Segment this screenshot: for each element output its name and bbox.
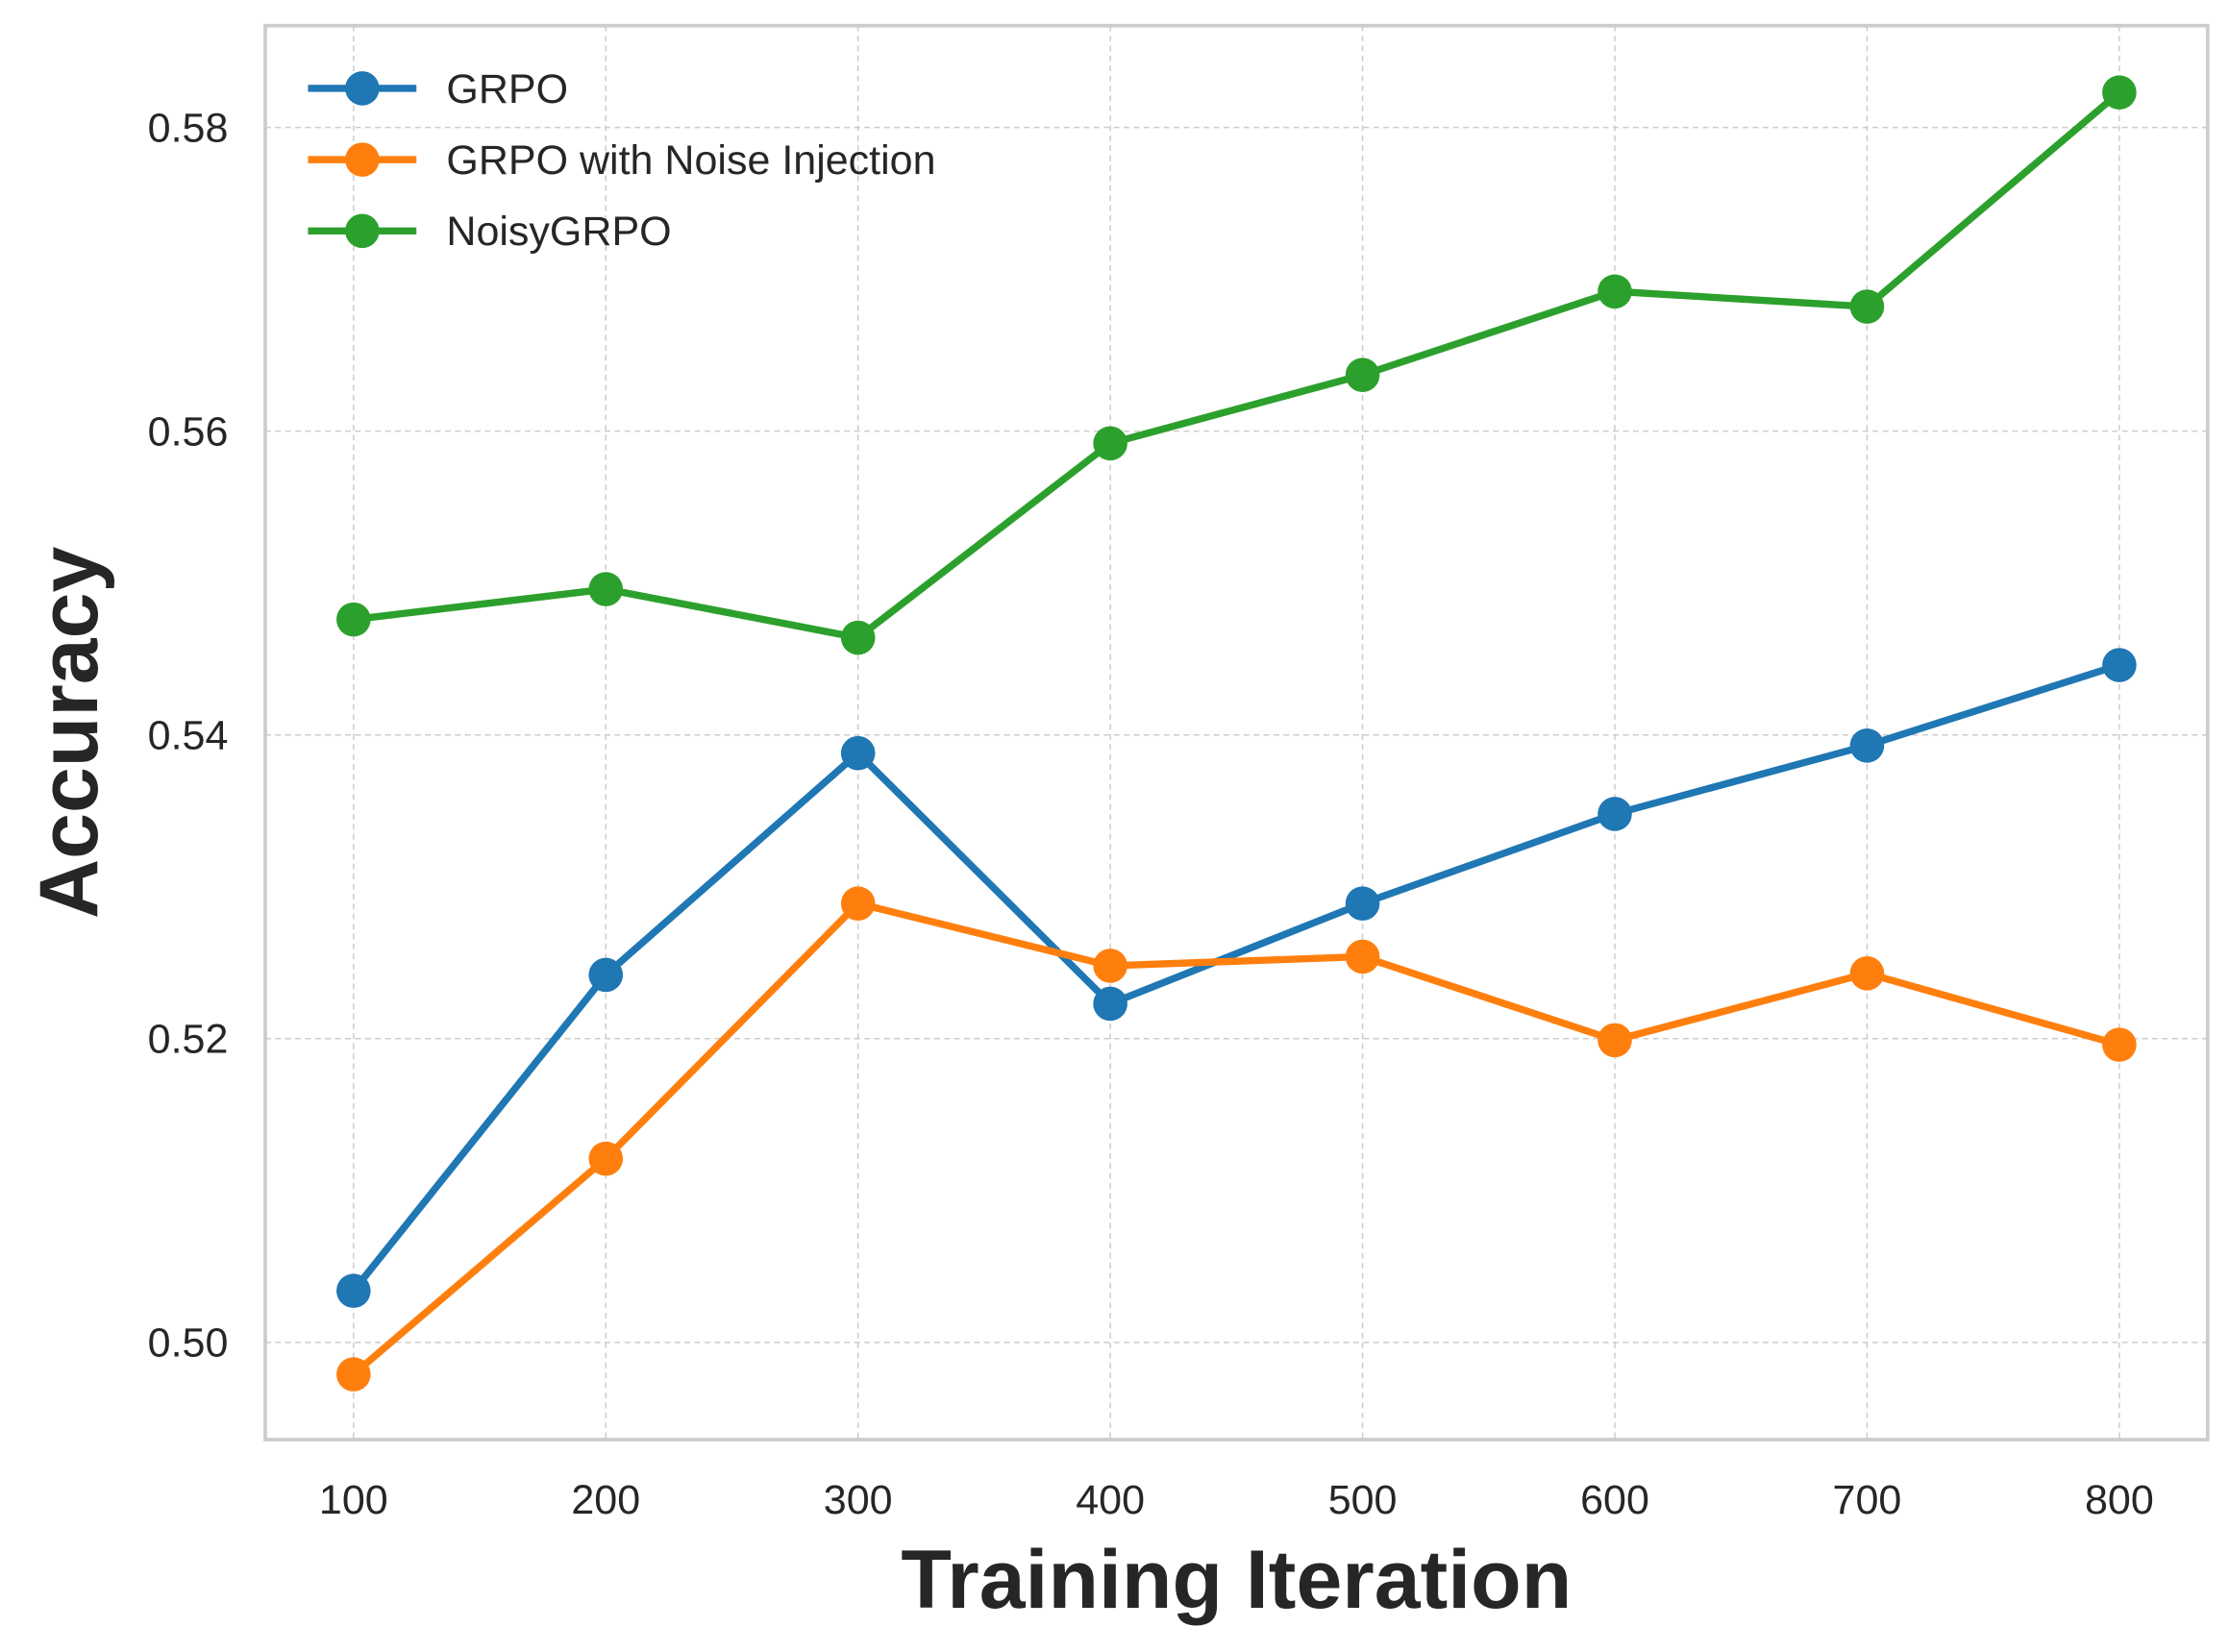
legend: GRPO GRPO with Noise Injection NoisyGRPO [308, 66, 936, 255]
series-grpo-with-noise-injection [336, 886, 2137, 1392]
x-tick-label: 100 [319, 1477, 388, 1523]
data-point [840, 886, 876, 921]
y-tick-label: 0.54 [148, 713, 229, 759]
legend-label: GRPO [446, 66, 568, 112]
x-tick-label: 800 [2085, 1477, 2154, 1523]
legend-marker [345, 71, 380, 106]
x-tick-label: 200 [571, 1477, 640, 1523]
plot-frame [263, 23, 2210, 1442]
series-line [350, 661, 2121, 1294]
x-axis-label: Training Iteration [901, 1534, 1572, 1626]
legend-label: NoisyGRPO [446, 209, 671, 255]
series-noisygrpo [336, 75, 2137, 655]
y-tick-label: 0.58 [148, 105, 229, 151]
data-point [2102, 648, 2137, 682]
legend-marker [345, 142, 380, 177]
data-point [2102, 1027, 2137, 1062]
data-point [1849, 727, 1885, 763]
data-point [1849, 289, 1885, 324]
grid [264, 25, 2208, 1441]
data-point [336, 602, 371, 637]
data-point [840, 620, 876, 655]
series-group [336, 75, 2137, 1392]
data-point [336, 1273, 371, 1308]
y-axis-label: Accuracy [23, 547, 115, 919]
data-point [840, 735, 876, 771]
data-point [1597, 797, 1632, 831]
x-tick-label: 500 [1328, 1477, 1398, 1523]
data-point [1093, 986, 1127, 1022]
x-tick-label: 400 [1076, 1477, 1145, 1523]
data-point [1093, 426, 1127, 461]
y-tick-label: 0.56 [148, 408, 229, 455]
y-tick-label: 0.50 [148, 1320, 229, 1367]
x-tick-label: 700 [1833, 1477, 1902, 1523]
series-line [351, 900, 2120, 1377]
data-point [588, 572, 624, 606]
x-tick-label: 300 [824, 1477, 893, 1523]
x-tick-label: 600 [1580, 1477, 1649, 1523]
series-grpo [336, 648, 2137, 1308]
data-point [588, 1141, 624, 1176]
data-point [1849, 956, 1885, 991]
data-point [1597, 1023, 1632, 1058]
data-point [1597, 274, 1632, 309]
data-point [588, 957, 624, 993]
legend-marker [345, 213, 380, 249]
data-point [2102, 75, 2137, 111]
data-point [336, 1357, 371, 1392]
series-line [353, 89, 2122, 642]
data-point [1345, 939, 1380, 974]
y-tick-label: 0.52 [148, 1017, 229, 1063]
data-point [1345, 358, 1380, 392]
data-point [1093, 949, 1127, 983]
data-point [1345, 886, 1380, 921]
legend-label: GRPO with Noise Injection [446, 137, 935, 184]
tick-labels: 100 200 300 400 500 600 700 800 0.50 0.52 0.54 0.56… [148, 105, 2154, 1523]
